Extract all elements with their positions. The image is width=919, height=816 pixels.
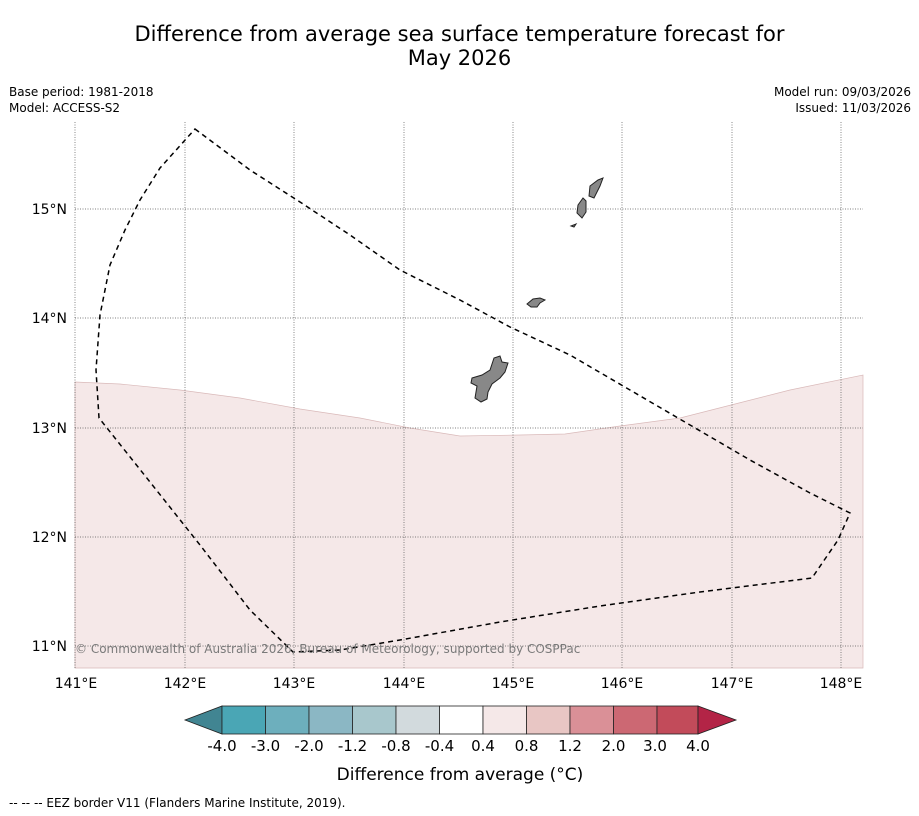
lat-label-11: 11°N xyxy=(32,639,67,655)
lon-labels: 141°E 142°E 143°E 144°E 145°E 146°E 147°… xyxy=(55,676,863,692)
title-line-2: May 2026 xyxy=(407,46,512,70)
colorbar-label-3: -2.0 xyxy=(294,737,323,755)
islands xyxy=(470,177,604,403)
colorbar-swatch-low-extend xyxy=(183,705,223,735)
anomaly-shading xyxy=(74,374,864,669)
lon-label-143: 143°E xyxy=(273,676,316,692)
colorbar-label-7: 0.4 xyxy=(471,737,495,755)
model-name: Model: ACCESS-S2 xyxy=(9,101,121,115)
grid-lines xyxy=(74,122,863,668)
copyright-text: © Commonwealth of Australia 2026, Bureau… xyxy=(75,642,580,656)
meta-right: Model run: 09/03/2026 Issued: 11/03/2026 xyxy=(774,84,911,116)
island-tinian xyxy=(576,197,587,219)
lat-label-12: 12°N xyxy=(32,530,67,546)
lon-label-142: 142°E xyxy=(164,676,207,692)
colorbar-swatch-5 xyxy=(395,705,440,735)
colorbar-title: Difference from average (°C) xyxy=(337,765,584,785)
colorbar-swatch-2 xyxy=(265,705,310,735)
lon-label-146: 146°E xyxy=(601,676,644,692)
meta-left: Base period: 1981-2018 Model: ACCESS-S2 xyxy=(9,84,154,116)
colorbar-label-8: 0.8 xyxy=(515,737,539,755)
colorbar-labels: -4.0 -3.0 -2.0 -1.2 -0.8 -0.4 0.4 0.8 1.… xyxy=(207,737,710,755)
eez-border xyxy=(95,127,851,653)
colorbar-swatch-10 xyxy=(613,705,658,735)
colorbar-swatch-3 xyxy=(308,705,353,735)
island-rota xyxy=(526,297,547,308)
lon-label-141: 141°E xyxy=(55,676,98,692)
colorbar-swatch-1 xyxy=(221,705,266,735)
colorbar-label-9: 1.2 xyxy=(558,737,582,755)
island-guam xyxy=(470,355,509,403)
lat-label-15: 15°N xyxy=(32,202,67,218)
colorbar-swatch-high-extend xyxy=(697,705,738,735)
colorbar-swatch-7 xyxy=(482,705,527,735)
colorbar-label-5: -0.8 xyxy=(381,737,410,755)
colorbar-label-6: -0.4 xyxy=(425,737,454,755)
colorbar xyxy=(183,705,738,735)
colorbar-swatch-8 xyxy=(526,705,571,735)
title-line-1: Difference from average sea surface temp… xyxy=(134,22,785,46)
colorbar-label-10: 2.0 xyxy=(602,737,626,755)
island-aguijan xyxy=(569,222,578,228)
colorbar-label-12: 4.0 xyxy=(686,737,710,755)
colorbar-label-4: -1.2 xyxy=(338,737,367,755)
lon-label-147: 147°E xyxy=(711,676,754,692)
colorbar-label-11: 3.0 xyxy=(643,737,667,755)
colorbar-label-2: -3.0 xyxy=(251,737,280,755)
colorbar-swatch-6 xyxy=(439,705,484,735)
colorbar-swatch-9 xyxy=(569,705,614,735)
lat-label-14: 14°N xyxy=(32,311,67,327)
issued-date: Issued: 11/03/2026 xyxy=(795,101,911,115)
model-run: Model run: 09/03/2026 xyxy=(773,85,911,99)
colorbar-swatch-11 xyxy=(656,705,699,735)
base-period: Base period: 1981-2018 xyxy=(9,85,154,99)
colorbar-swatch-4 xyxy=(352,705,397,735)
map-title: Difference from average sea surface temp… xyxy=(0,22,919,70)
lat-labels: 15°N 14°N 13°N 12°N 11°N xyxy=(32,202,67,655)
lon-label-148: 148°E xyxy=(820,676,863,692)
lat-label-13: 13°N xyxy=(32,421,67,437)
island-saipan xyxy=(588,177,604,199)
colorbar-label-1: -4.0 xyxy=(207,737,236,755)
legend-footer: -- -- -- EEZ border V11 (Flanders Marine… xyxy=(9,796,346,810)
lon-label-145: 145°E xyxy=(492,676,535,692)
lon-label-144: 144°E xyxy=(383,676,426,692)
